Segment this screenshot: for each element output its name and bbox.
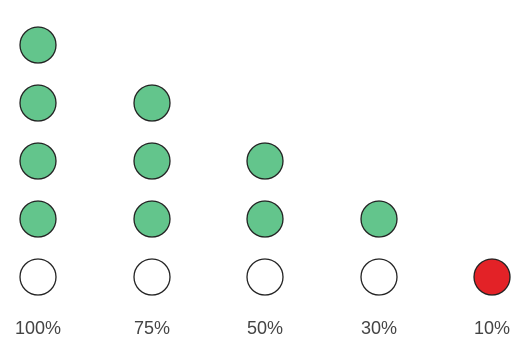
base-dot-4 <box>473 258 511 296</box>
filled-dot-1-2 <box>133 142 171 180</box>
filled-dot-0-3 <box>19 84 57 122</box>
category-label-0: 100% <box>15 318 61 337</box>
filled-dot-0-4 <box>19 26 57 64</box>
base-dot-2 <box>246 258 284 296</box>
category-label-3: 30% <box>361 318 397 337</box>
filled-dot-1-3 <box>133 84 171 122</box>
category-label-2: 50% <box>247 318 283 337</box>
base-dot-3 <box>360 258 398 296</box>
category-label-1: 75% <box>134 318 170 337</box>
filled-dot-0-1 <box>19 200 57 238</box>
filled-dot-2-1 <box>246 200 284 238</box>
filled-dot-2-2 <box>246 142 284 180</box>
filled-dot-0-2 <box>19 142 57 180</box>
filled-dot-1-1 <box>133 200 171 238</box>
filled-dot-3-1 <box>360 200 398 238</box>
base-dot-0 <box>19 258 57 296</box>
category-label-4: 10% <box>474 318 510 337</box>
dot-columns <box>19 26 511 296</box>
category-labels: 100% 75% 50% 30% 10% <box>15 318 510 337</box>
base-dot-1 <box>133 258 171 296</box>
